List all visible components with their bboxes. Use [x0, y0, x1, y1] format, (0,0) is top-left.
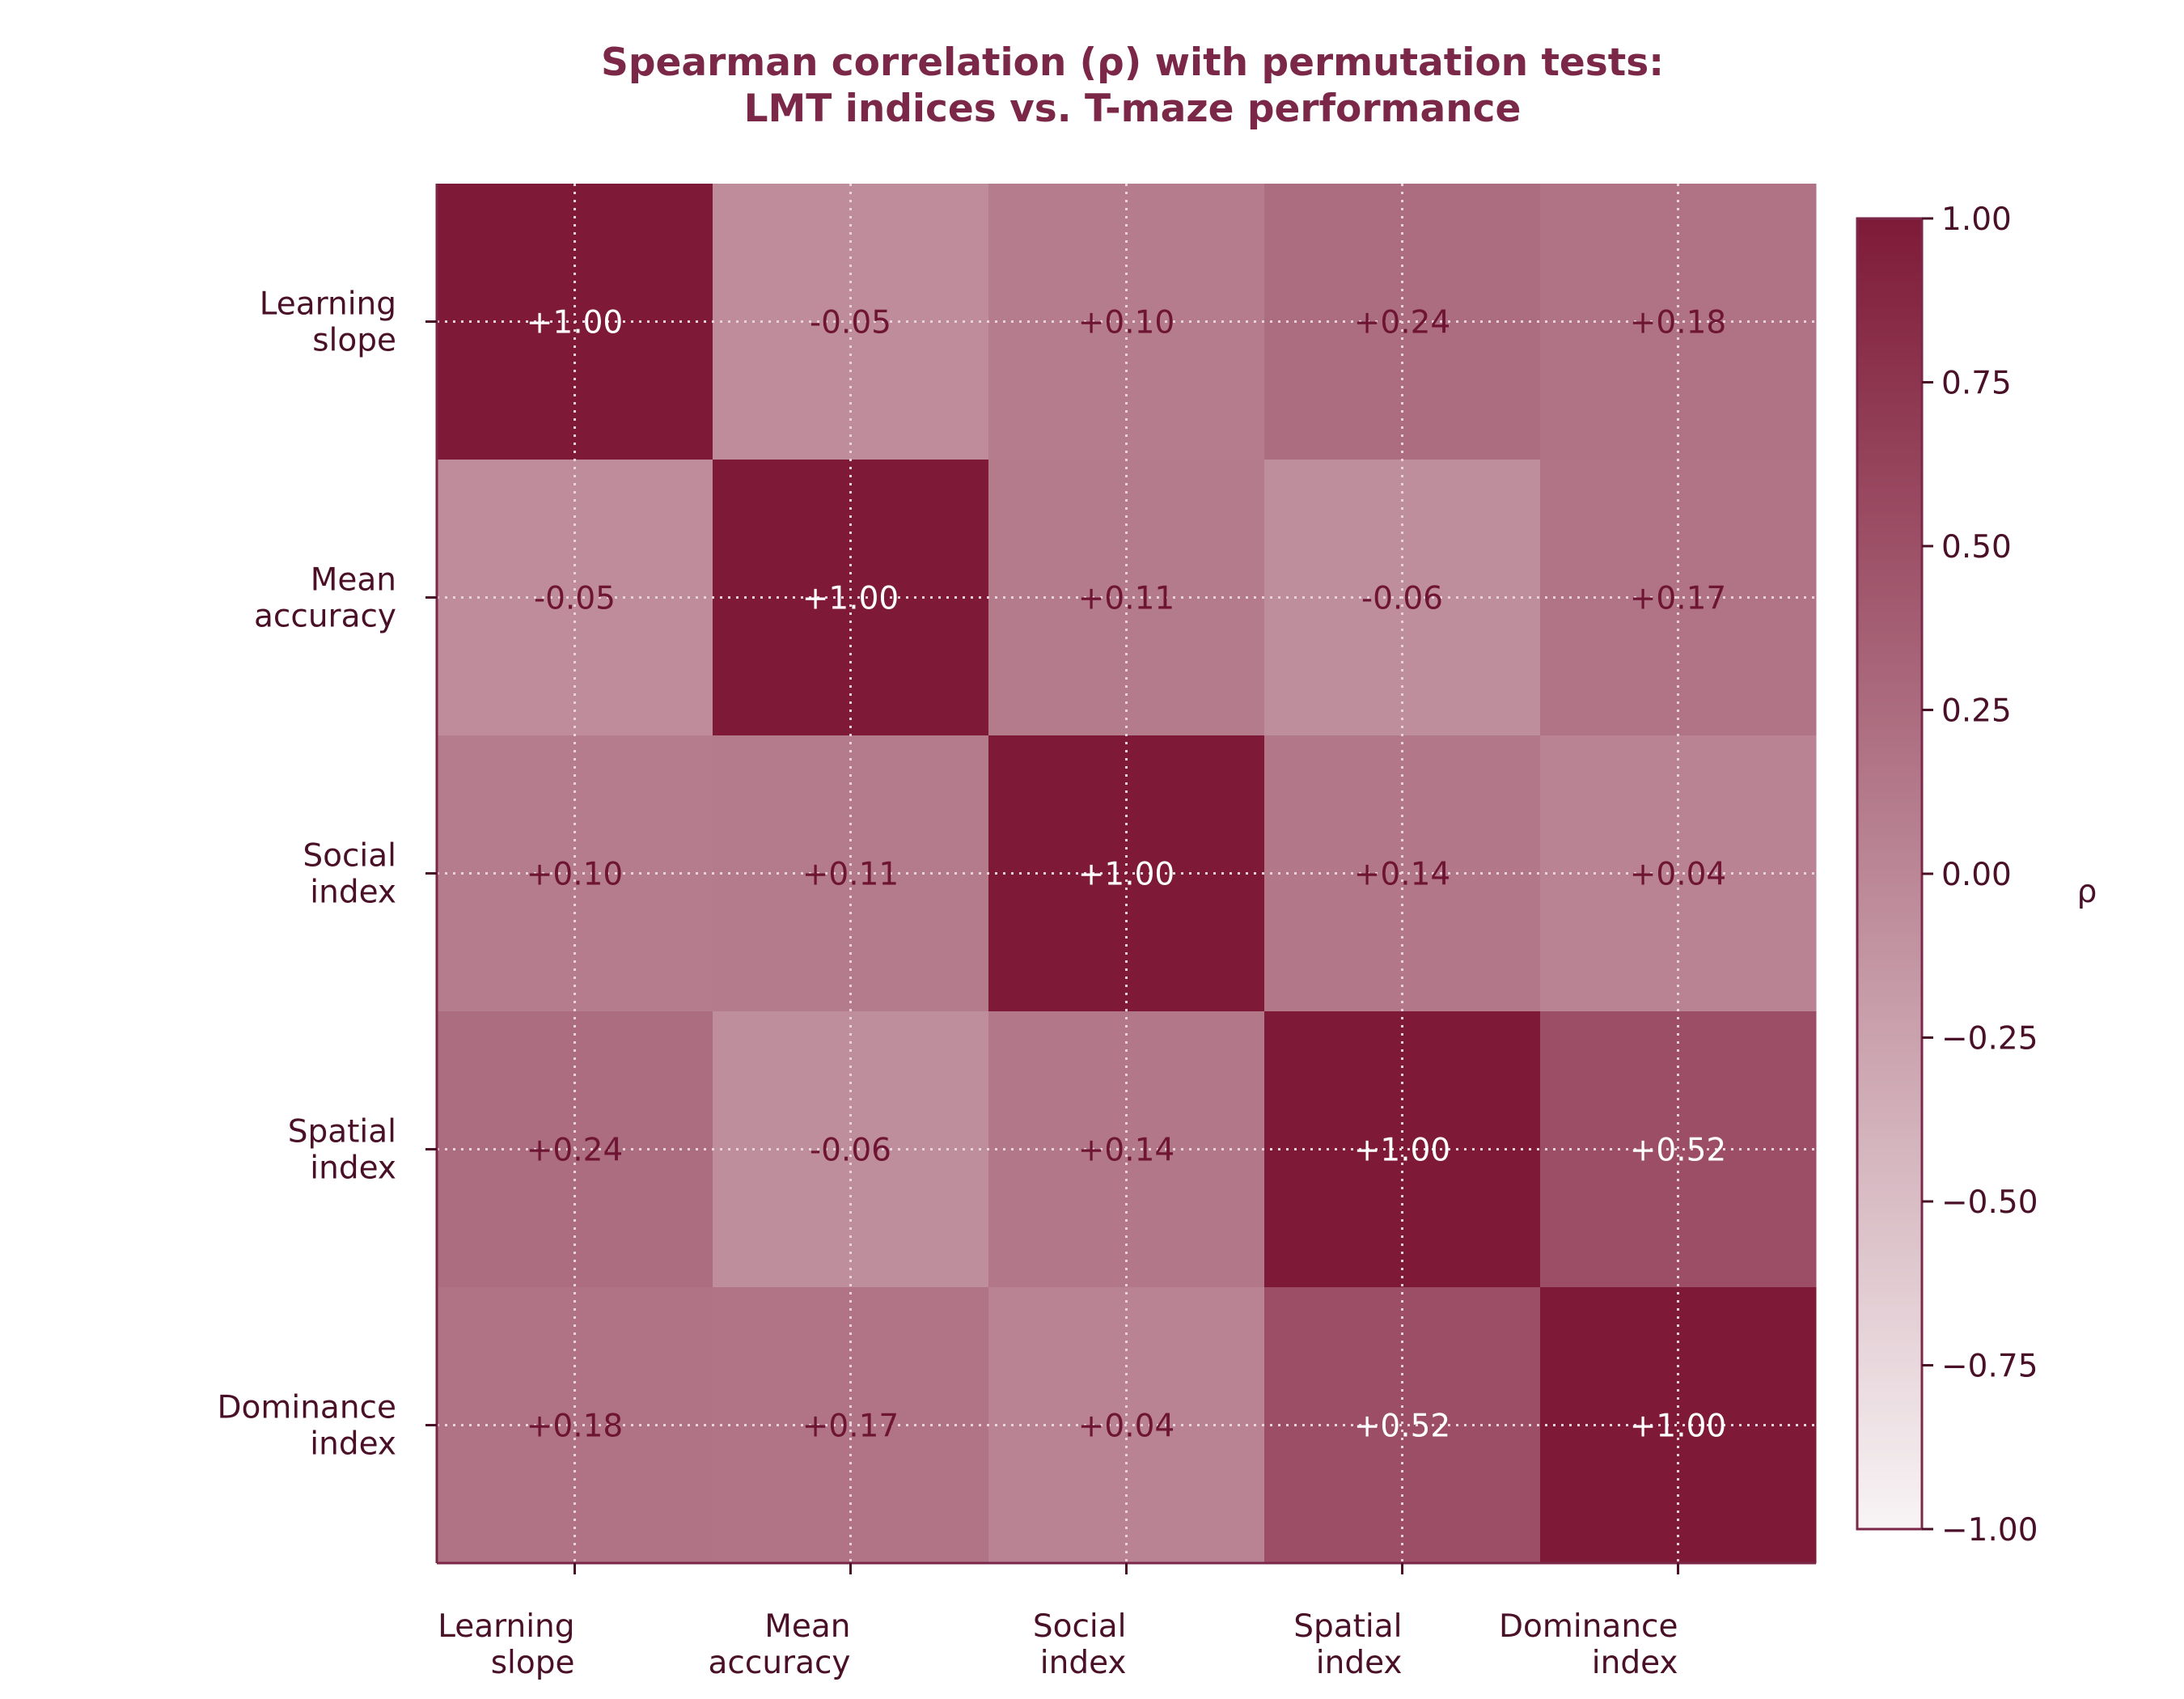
y-tick-label-3: index	[310, 875, 396, 911]
y-tick-label-5: index	[310, 1426, 396, 1463]
x-tick-label-3: index	[1040, 1645, 1127, 1681]
x-tick-label-2: Mean	[764, 1608, 850, 1645]
axes	[425, 184, 1816, 1574]
colorbar-gradient	[1856, 217, 1924, 1531]
chart-title: Spearman correlation (ρ) with permutatio…	[601, 40, 1664, 131]
cell-value-r1-c5: +0.18	[1630, 305, 1727, 341]
cell-value-r3-c4: +0.14	[1354, 857, 1451, 893]
cell-value-r2-c2: +1.00	[802, 581, 899, 617]
colorbar-tick-label: −1.00	[1941, 1512, 2038, 1549]
colorbar-tick-label: −0.50	[1941, 1184, 2038, 1221]
colorbar-tick-label: 0.75	[1941, 366, 2012, 402]
cell-value-r4-c2: -0.06	[810, 1133, 891, 1169]
x-tick-labels: LearningslopeMeanaccuracySocialindexSpat…	[438, 1608, 1678, 1681]
cell-value-r5-c1: +0.18	[527, 1409, 624, 1445]
colorbar: 1.00 0.75 0.50 0.25 0.00 −0.25 −0.50 −0.75 −1.00…	[1856, 201, 2097, 1549]
cell-value-r2-c5: +0.17	[1630, 581, 1727, 617]
colorbar-label: ρ	[2077, 874, 2097, 910]
x-tick-label-5: index	[1592, 1645, 1678, 1681]
cell-value-r1-c1: +1.00	[527, 305, 624, 341]
x-tick-label-2: accuracy	[709, 1645, 851, 1681]
cell-value-r3-c5: +0.04	[1630, 857, 1727, 893]
x-tick-label-3: Social	[1033, 1608, 1127, 1645]
cell-value-r4-c3: +0.14	[1078, 1133, 1175, 1169]
x-tick-label-1: Learning	[438, 1608, 574, 1645]
cell-value-r2-c3: +0.11	[1078, 581, 1175, 617]
cell-value-r4-c5: +0.52	[1630, 1133, 1727, 1169]
cell-value-r5-c4: +0.52	[1354, 1409, 1451, 1445]
colorbar-tick-label: 0.00	[1941, 857, 2012, 893]
y-tick-labels: LearningslopeMeanaccuracySocialindexSpat…	[218, 286, 397, 1463]
cell-value-r3-c2: +0.11	[802, 857, 899, 893]
cell-value-r1-c2: -0.05	[810, 305, 891, 341]
title-line-1: Spearman correlation (ρ) with permutatio…	[601, 40, 1664, 85]
cell-value-r5-c3: +0.04	[1078, 1409, 1175, 1445]
cell-value-r2-c1: -0.05	[534, 581, 616, 617]
cell-value-r3-c1: +0.10	[527, 857, 624, 893]
cell-value-r5-c2: +0.17	[802, 1409, 899, 1445]
y-tick-label-2: Mean	[311, 562, 396, 599]
colorbar-tick-label: −0.25	[1941, 1021, 2038, 1057]
y-tick-label-4: index	[310, 1150, 396, 1187]
y-tick-label-1: Learning	[260, 286, 396, 323]
cell-value-r4-c4: +1.00	[1354, 1133, 1451, 1169]
y-tick-label-5: Dominance	[218, 1390, 397, 1426]
x-tick-label-4: index	[1316, 1645, 1403, 1681]
colorbar-tick-label: 0.50	[1941, 529, 2012, 566]
cell-value-r1-c3: +0.10	[1078, 305, 1175, 341]
colorbar-tick-label: −0.75	[1941, 1349, 2038, 1385]
y-tick-label-1: slope	[312, 323, 396, 359]
cell-value-labels: +1.00 -0.05 +0.10 +0.24 +0.18 -0.05 +1.00 +0.11…	[527, 305, 1727, 1445]
colorbar-tick-label: 0.25	[1941, 693, 2012, 730]
y-tick-label-3: Social	[303, 838, 396, 875]
cell-value-r4-c1: +0.24	[527, 1133, 624, 1169]
heatmap-cell-r4-c4	[1264, 1011, 1541, 1288]
x-tick-label-5: Dominance	[1499, 1608, 1678, 1645]
grid-lines	[437, 184, 1816, 1563]
x-tick-label-1: slope	[491, 1645, 575, 1681]
y-tick-label-2: accuracy	[254, 599, 396, 635]
cell-value-r1-c4: +0.24	[1354, 305, 1451, 341]
x-tick-label-4: Spatial	[1293, 1608, 1402, 1645]
cell-value-r5-c5: +1.00	[1630, 1409, 1727, 1445]
y-tick-label-4: Spatial	[288, 1114, 396, 1150]
title-line-2: LMT indices vs. T-maze performance	[744, 87, 1522, 131]
cell-value-r2-c4: -0.06	[1361, 581, 1443, 617]
colorbar-tick-label: 1.00	[1941, 201, 2012, 238]
cell-value-r3-c3: +1.00	[1078, 857, 1175, 893]
